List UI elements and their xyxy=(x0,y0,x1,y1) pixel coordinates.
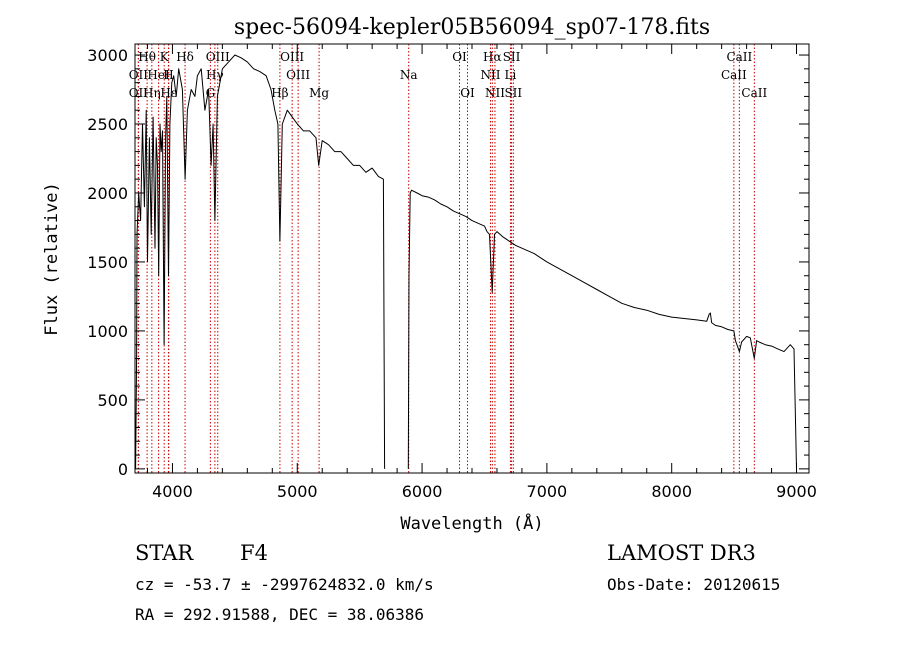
line-label-1: OII xyxy=(129,68,149,82)
line-label-14: Hβ xyxy=(271,86,288,100)
x-tick-label: 8000 xyxy=(651,482,692,501)
line-label-22: Li xyxy=(505,68,517,82)
y-tick-label: 0 xyxy=(118,460,128,479)
plot-frame xyxy=(134,43,810,474)
line-label-16: Na xyxy=(400,68,418,82)
line-label-11: G xyxy=(206,86,216,100)
spectral-line-markers xyxy=(137,44,755,473)
x-axis-label: Wavelength (Å) xyxy=(400,512,543,534)
line-label-18: OI xyxy=(460,86,475,100)
line-label-10: Hγ xyxy=(206,68,224,82)
line-label-19: Hα xyxy=(483,50,502,64)
spectral-line-labels: Hθ OII OII K HeI Hη HδH Hε OIII Hγ G OIII OIII Hβ Mg Na… xyxy=(129,50,768,100)
line-label-3: K xyxy=(160,50,170,64)
line-label-6: Hδ xyxy=(176,50,194,64)
x-tick-label: 6000 xyxy=(402,482,443,501)
line-label-24: SII xyxy=(504,86,522,100)
line-label-26: CaII xyxy=(721,68,747,82)
y-tick-label: 2000 xyxy=(87,184,128,203)
y-axis-label: Flux (relative) xyxy=(42,182,62,336)
line-label-20: SII xyxy=(503,50,521,64)
y-tick-label: 1500 xyxy=(87,253,128,272)
line-label-0: Hθ xyxy=(138,50,156,64)
line-label-5: Hη xyxy=(143,86,161,100)
y-tick-label: 1000 xyxy=(87,322,128,341)
y-tick-label: 3000 xyxy=(87,46,128,65)
survey-label: LAMOST DR3 xyxy=(607,541,756,565)
line-label-13: OIII xyxy=(286,68,310,82)
line-label-9: OIII xyxy=(206,50,230,64)
line-label-7: H xyxy=(163,68,173,82)
redshift-text: cz = -53.7 ± -2997624832.0 km/s xyxy=(135,575,434,594)
x-tick-label: 9000 xyxy=(776,482,817,501)
spectrum-series xyxy=(135,54,797,469)
x-tick-label: 5000 xyxy=(277,482,318,501)
line-label-2: OII xyxy=(129,86,149,100)
line-label-17: OI xyxy=(452,50,467,64)
line-label-8: Hε xyxy=(160,86,177,100)
spectrum-line-1 xyxy=(407,189,797,469)
y-tick-label: 500 xyxy=(97,391,128,410)
coordinates-text: RA = 292.91588, DEC = 38.06386 xyxy=(135,605,424,624)
line-label-15: Mg xyxy=(309,86,329,100)
line-label-12: OIII xyxy=(280,50,304,64)
axes: 4000 5000 6000 7000 8000 9000 0 500 1000 1500 2000… xyxy=(87,44,817,501)
line-label-25: CaII xyxy=(726,50,752,64)
x-tick-label: 4000 xyxy=(152,482,193,501)
obs-date: Obs-Date: 20120615 xyxy=(607,575,780,594)
spectrum-line-0 xyxy=(135,54,386,469)
line-label-21: NII xyxy=(480,68,500,82)
line-label-27: CaII xyxy=(741,86,767,100)
x-tick-label: 7000 xyxy=(527,482,568,501)
line-label-23: NII xyxy=(485,86,505,100)
line-label-4: HeI xyxy=(147,68,170,82)
y-tick-label: 2500 xyxy=(87,115,128,134)
chart-title: spec-56094-kepler05B56094_sp07-178.fits xyxy=(234,15,710,40)
subclass: F4 xyxy=(240,541,268,565)
object-class: STAR xyxy=(135,541,194,565)
